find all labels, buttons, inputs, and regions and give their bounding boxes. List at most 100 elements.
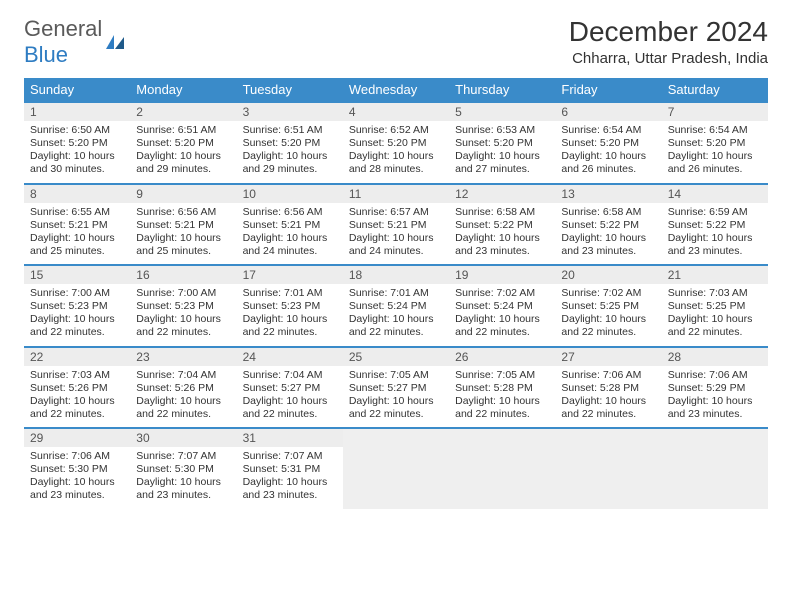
- day-body: Sunrise: 7:01 AMSunset: 5:23 PMDaylight:…: [237, 284, 343, 346]
- day-body: Sunrise: 6:58 AMSunset: 5:22 PMDaylight:…: [555, 203, 661, 265]
- sunset-line: Sunset: 5:30 PM: [136, 463, 230, 476]
- sunrise-line: Sunrise: 7:03 AM: [668, 287, 762, 300]
- sunset-line: Sunset: 5:20 PM: [561, 137, 655, 150]
- day-number: [449, 429, 555, 447]
- daylight-line: Daylight: 10 hours and 26 minutes.: [561, 150, 655, 176]
- day-number: [662, 429, 768, 447]
- day-number: 22: [24, 348, 130, 366]
- calendar-day-cell: 19Sunrise: 7:02 AMSunset: 5:24 PMDayligh…: [449, 265, 555, 347]
- page-title: December 2024: [569, 16, 768, 48]
- calendar-day-cell: 12Sunrise: 6:58 AMSunset: 5:22 PMDayligh…: [449, 184, 555, 266]
- calendar-week-row: 8Sunrise: 6:55 AMSunset: 5:21 PMDaylight…: [24, 184, 768, 266]
- day-body: Sunrise: 6:56 AMSunset: 5:21 PMDaylight:…: [130, 203, 236, 265]
- day-body: Sunrise: 7:06 AMSunset: 5:30 PMDaylight:…: [24, 447, 130, 509]
- calendar-empty-cell: [555, 428, 661, 509]
- sunrise-line: Sunrise: 6:58 AM: [455, 206, 549, 219]
- daylight-line: Daylight: 10 hours and 24 minutes.: [243, 232, 337, 258]
- sunset-line: Sunset: 5:22 PM: [668, 219, 762, 232]
- daylight-line: Daylight: 10 hours and 23 minutes.: [561, 232, 655, 258]
- calendar-header-row: SundayMondayTuesdayWednesdayThursdayFrid…: [24, 78, 768, 102]
- day-body: Sunrise: 7:04 AMSunset: 5:27 PMDaylight:…: [237, 366, 343, 428]
- sunset-line: Sunset: 5:31 PM: [243, 463, 337, 476]
- day-body: Sunrise: 7:05 AMSunset: 5:28 PMDaylight:…: [449, 366, 555, 428]
- daylight-line: Daylight: 10 hours and 22 minutes.: [30, 313, 124, 339]
- header: General Blue December 2024 Chharra, Utta…: [24, 16, 768, 68]
- logo-text: General Blue: [24, 16, 102, 68]
- day-number: 24: [237, 348, 343, 366]
- day-number: 30: [130, 429, 236, 447]
- daylight-line: Daylight: 10 hours and 22 minutes.: [30, 395, 124, 421]
- calendar-day-cell: 13Sunrise: 6:58 AMSunset: 5:22 PMDayligh…: [555, 184, 661, 266]
- logo-word-general: General: [24, 16, 102, 41]
- day-number: 7: [662, 103, 768, 121]
- daylight-line: Daylight: 10 hours and 22 minutes.: [349, 313, 443, 339]
- daylight-line: Daylight: 10 hours and 23 minutes.: [30, 476, 124, 502]
- calendar-day-cell: 6Sunrise: 6:54 AMSunset: 5:20 PMDaylight…: [555, 102, 661, 184]
- daylight-line: Daylight: 10 hours and 22 minutes.: [668, 313, 762, 339]
- sunset-line: Sunset: 5:29 PM: [668, 382, 762, 395]
- daylight-line: Daylight: 10 hours and 25 minutes.: [136, 232, 230, 258]
- daylight-line: Daylight: 10 hours and 23 minutes.: [455, 232, 549, 258]
- day-body: Sunrise: 7:00 AMSunset: 5:23 PMDaylight:…: [130, 284, 236, 346]
- sunset-line: Sunset: 5:27 PM: [349, 382, 443, 395]
- sunset-line: Sunset: 5:21 PM: [136, 219, 230, 232]
- calendar-day-cell: 21Sunrise: 7:03 AMSunset: 5:25 PMDayligh…: [662, 265, 768, 347]
- sunrise-line: Sunrise: 7:03 AM: [30, 369, 124, 382]
- calendar-day-cell: 27Sunrise: 7:06 AMSunset: 5:28 PMDayligh…: [555, 347, 661, 429]
- day-number: 25: [343, 348, 449, 366]
- calendar-table: SundayMondayTuesdayWednesdayThursdayFrid…: [24, 78, 768, 509]
- sunrise-line: Sunrise: 7:01 AM: [243, 287, 337, 300]
- day-body: Sunrise: 6:55 AMSunset: 5:21 PMDaylight:…: [24, 203, 130, 265]
- sunrise-line: Sunrise: 6:53 AM: [455, 124, 549, 137]
- day-body: Sunrise: 7:00 AMSunset: 5:23 PMDaylight:…: [24, 284, 130, 346]
- day-number: 14: [662, 185, 768, 203]
- day-number: 28: [662, 348, 768, 366]
- day-body: Sunrise: 6:54 AMSunset: 5:20 PMDaylight:…: [662, 121, 768, 183]
- sunrise-line: Sunrise: 7:05 AM: [349, 369, 443, 382]
- day-number: 23: [130, 348, 236, 366]
- sunrise-line: Sunrise: 7:04 AM: [136, 369, 230, 382]
- calendar-week-row: 1Sunrise: 6:50 AMSunset: 5:20 PMDaylight…: [24, 102, 768, 184]
- sunrise-line: Sunrise: 6:51 AM: [243, 124, 337, 137]
- day-body: Sunrise: 6:50 AMSunset: 5:20 PMDaylight:…: [24, 121, 130, 183]
- calendar-day-cell: 22 Sunrise: 7:03 AMSunset: 5:26 PMDayligh…: [24, 347, 130, 429]
- day-number: 21: [662, 266, 768, 284]
- daylight-line: Daylight: 10 hours and 30 minutes.: [30, 150, 124, 176]
- sunset-line: Sunset: 5:23 PM: [136, 300, 230, 313]
- sunset-line: Sunset: 5:26 PM: [136, 382, 230, 395]
- day-body: Sunrise: 6:59 AMSunset: 5:22 PMDaylight:…: [662, 203, 768, 265]
- weekday-header: Thursday: [449, 78, 555, 102]
- daylight-line: Daylight: 10 hours and 22 minutes.: [561, 395, 655, 421]
- logo-sail-icon: [106, 35, 124, 49]
- sunrise-line: Sunrise: 7:01 AM: [349, 287, 443, 300]
- calendar-day-cell: 9Sunrise: 6:56 AMSunset: 5:21 PMDaylight…: [130, 184, 236, 266]
- calendar-day-cell: 11Sunrise: 6:57 AMSunset: 5:21 PMDayligh…: [343, 184, 449, 266]
- daylight-line: Daylight: 10 hours and 22 minutes.: [349, 395, 443, 421]
- day-number: 17: [237, 266, 343, 284]
- sunset-line: Sunset: 5:21 PM: [243, 219, 337, 232]
- day-number: 9: [130, 185, 236, 203]
- day-body: Sunrise: 6:51 AMSunset: 5:20 PMDaylight:…: [237, 121, 343, 183]
- sunrise-line: Sunrise: 7:04 AM: [243, 369, 337, 382]
- sunset-line: Sunset: 5:20 PM: [668, 137, 762, 150]
- daylight-line: Daylight: 10 hours and 23 minutes.: [668, 232, 762, 258]
- calendar-day-cell: 2Sunrise: 6:51 AMSunset: 5:20 PMDaylight…: [130, 102, 236, 184]
- sunset-line: Sunset: 5:28 PM: [561, 382, 655, 395]
- weekday-header: Wednesday: [343, 78, 449, 102]
- sunset-line: Sunset: 5:27 PM: [243, 382, 337, 395]
- day-number: 18: [343, 266, 449, 284]
- day-number: 11: [343, 185, 449, 203]
- sunrise-line: Sunrise: 7:06 AM: [561, 369, 655, 382]
- calendar-day-cell: 5Sunrise: 6:53 AMSunset: 5:20 PMDaylight…: [449, 102, 555, 184]
- sunset-line: Sunset: 5:20 PM: [136, 137, 230, 150]
- daylight-line: Daylight: 10 hours and 23 minutes.: [136, 476, 230, 502]
- weekday-header: Monday: [130, 78, 236, 102]
- calendar-day-cell: 20Sunrise: 7:02 AMSunset: 5:25 PMDayligh…: [555, 265, 661, 347]
- sunrise-line: Sunrise: 6:56 AM: [136, 206, 230, 219]
- sunset-line: Sunset: 5:26 PM: [30, 382, 124, 395]
- day-body: Sunrise: 6:54 AMSunset: 5:20 PMDaylight:…: [555, 121, 661, 183]
- calendar-empty-cell: [343, 428, 449, 509]
- daylight-line: Daylight: 10 hours and 22 minutes.: [455, 313, 549, 339]
- calendar-week-row: 22Sunrise: 7:03 AMSunset: 5:26 PMDayligh…: [24, 347, 768, 429]
- day-number: 10: [237, 185, 343, 203]
